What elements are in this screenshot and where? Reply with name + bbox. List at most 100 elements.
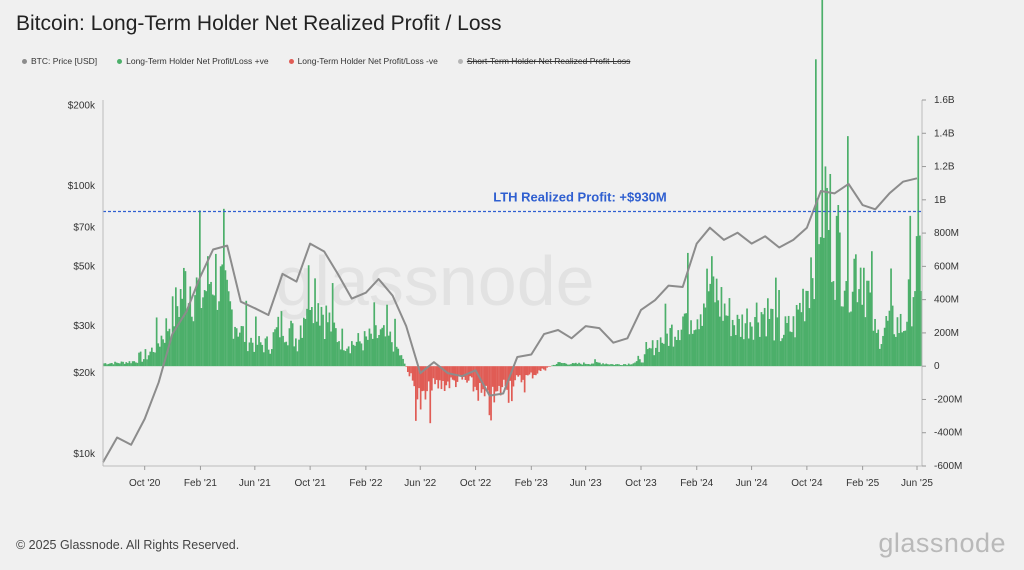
lth-profit-bar	[711, 256, 713, 367]
legend-item-sth-hidden[interactable]: Short-Term Holder Net Realized Profit-Lo…	[457, 56, 630, 66]
lth-profit-bar	[237, 336, 240, 367]
y-right-tick-label: 0	[934, 361, 940, 372]
lth-profit-bar	[839, 232, 841, 367]
lth-profit-bar	[738, 318, 740, 367]
lth-profit-bar	[584, 363, 587, 367]
lth-profit-bar	[703, 303, 705, 367]
brand-logo: glassnode	[878, 528, 1006, 558]
lth-profit-bar	[907, 279, 910, 367]
lth-profit-bar	[130, 363, 132, 367]
lth-profit-bar	[743, 339, 745, 367]
lth-loss-bar	[432, 366, 435, 379]
lth-profit-bar	[807, 290, 809, 367]
lth-profit-bar	[200, 308, 203, 367]
lth-loss-bar	[455, 366, 457, 388]
y-right-tick-label: 200M	[934, 328, 959, 339]
lth-loss-bar	[423, 366, 425, 391]
lth-loss-bar	[464, 366, 467, 380]
lth-profit-bar	[299, 325, 302, 367]
lth-loss-bar	[549, 366, 552, 367]
lth-profit-bar	[187, 303, 190, 367]
legend-item-lth-positive[interactable]: Long-Term Holder Net Profit/Loss +ve	[117, 56, 269, 66]
lth-profit-bar	[176, 306, 179, 367]
lth-profit-bar	[613, 364, 616, 367]
x-tick-label: Oct '22	[460, 478, 492, 489]
lth-profit-bar	[823, 237, 825, 367]
lth-profit-bar	[760, 312, 763, 367]
lth-profit-bar	[629, 364, 632, 367]
lth-profit-bar	[767, 298, 769, 367]
lth-profit-bar	[319, 325, 321, 367]
lth-profit-bar	[232, 338, 235, 367]
lth-profit-bar	[231, 309, 233, 367]
lth-profit-bar	[704, 307, 707, 367]
lth-profit-bar	[899, 313, 902, 367]
lth-profit-bar	[248, 342, 251, 367]
lth-profit-bar	[339, 349, 342, 367]
lth-profit-bar	[696, 319, 699, 367]
lth-profit-bar	[783, 334, 785, 367]
lth-profit-bar	[792, 316, 795, 367]
legend-label: BTC: Price [USD]	[31, 56, 98, 66]
lth-profit-bar	[744, 323, 747, 367]
lth-profit-bar	[557, 362, 560, 367]
lth-profit-bar	[727, 315, 729, 367]
lth-profit-bar	[555, 363, 558, 367]
y-right-tick-label: 1.6B	[934, 95, 955, 106]
lth-profit-bar	[813, 299, 816, 367]
lth-profit-bar	[640, 362, 643, 367]
lth-loss-bar	[472, 366, 475, 392]
lth-loss-bar	[546, 366, 548, 368]
x-tick-label: Oct '21	[294, 478, 326, 489]
lth-profit-bar	[827, 229, 830, 367]
legend-item-lth-negative[interactable]: Long-Term Holder Net Profit/Loss -ve	[288, 56, 438, 66]
lth-profit-bar	[240, 326, 243, 367]
lth-profit-bar	[271, 349, 273, 367]
lth-profit-bar	[157, 343, 160, 367]
lth-profit-bar	[800, 312, 803, 367]
lth-profit-bar	[904, 330, 907, 367]
lth-profit-bar	[563, 362, 566, 367]
lth-loss-bar	[407, 366, 409, 372]
lth-profit-bar	[384, 336, 387, 367]
lth-profit-bar	[317, 303, 320, 367]
lth-profit-bar	[258, 336, 260, 367]
lth-profit-bar	[610, 364, 612, 367]
lth-profit-bar	[611, 364, 614, 367]
lth-profit-bar	[600, 364, 603, 367]
lth-profit-bar	[259, 342, 262, 367]
y-right-tick-label: -200M	[934, 394, 962, 405]
lth-profit-bar	[672, 346, 675, 367]
lth-profit-bar	[675, 339, 678, 367]
lth-loss-bar	[539, 366, 542, 372]
lth-profit-bar	[562, 363, 564, 367]
lth-loss-bar	[450, 366, 452, 378]
lth-profit-bar	[181, 298, 184, 367]
lth-profit-bar	[891, 305, 894, 367]
lth-profit-bar	[832, 281, 835, 367]
lth-profit-bar	[359, 341, 361, 367]
lth-profit-bar	[171, 296, 174, 367]
lth-loss-bar	[429, 366, 432, 424]
x-tick-label: Jun '22	[404, 478, 436, 489]
lth-loss-bar	[523, 366, 526, 393]
lth-profit-bar	[594, 359, 596, 367]
legend-item-btc-price[interactable]: BTC: Price [USD]	[22, 56, 97, 66]
lth-profit-bar	[251, 342, 254, 367]
lth-profit-bar	[661, 342, 664, 367]
lth-profit-bar	[578, 362, 580, 367]
lth-profit-bar	[245, 300, 248, 367]
lth-profit-bar	[603, 364, 606, 367]
lth-profit-bar	[325, 305, 328, 367]
lth-profit-bar	[731, 319, 734, 367]
lth-profit-bar	[224, 270, 227, 367]
lth-profit-bar	[805, 290, 808, 367]
lth-profit-bar	[210, 281, 212, 367]
lth-profit-bar	[898, 333, 900, 367]
lth-profit-bar	[346, 348, 348, 367]
lth-profit-bar	[335, 328, 337, 367]
lth-loss-bar	[426, 366, 428, 392]
lth-loss-bar	[528, 366, 531, 375]
lth-profit-bar	[215, 253, 217, 367]
lth-profit-bar	[320, 306, 323, 367]
